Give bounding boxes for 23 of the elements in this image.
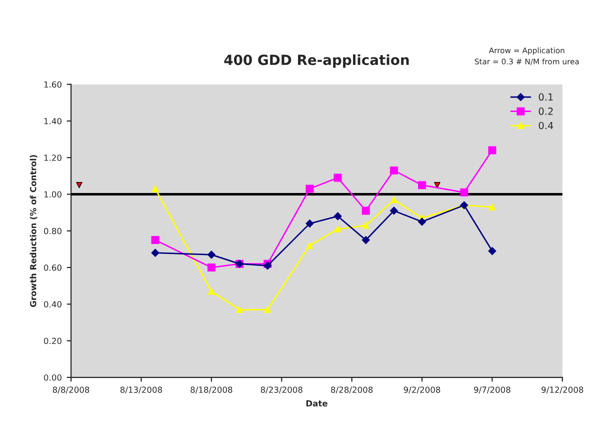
y-tick-label: 0.80 (44, 228, 62, 234)
y-tick-label: 1.20 (44, 154, 62, 161)
x-tick-label: 8/13/2008 (120, 386, 162, 394)
x-tick-label: 8/23/2008 (260, 386, 302, 394)
x-tick-label: 9/7/2008 (474, 386, 510, 394)
x-tick-label: 8/18/2008 (190, 386, 232, 394)
x-tick-label: 9/2/2008 (404, 386, 440, 394)
y-tick-label: 0.60 (44, 264, 62, 271)
y-tick-label: 1.40 (44, 118, 62, 124)
x-tick-label: 9/12/2008 (542, 386, 584, 394)
y-axis-title: Growth Reduction (% of Control) (30, 155, 38, 307)
x-tick-label: 8/8/2008 (52, 386, 90, 394)
legend-label: 0.1 (538, 93, 553, 101)
y-tick-label: 1.60 (44, 81, 62, 88)
x-tick-label: 8/28/2008 (331, 386, 373, 394)
y-tick-label: 0.00 (44, 374, 62, 381)
chart-title: 400 GDD Re-application (224, 54, 409, 68)
legend-label: 0.4 (538, 122, 554, 130)
y-tick-label: 0.40 (44, 301, 62, 308)
x-axis-title: Date (306, 400, 328, 406)
y-tick-label: 1.00 (44, 191, 62, 198)
y-tick-label: 0.20 (44, 338, 62, 344)
legend-label: 0.2 (538, 108, 553, 115)
